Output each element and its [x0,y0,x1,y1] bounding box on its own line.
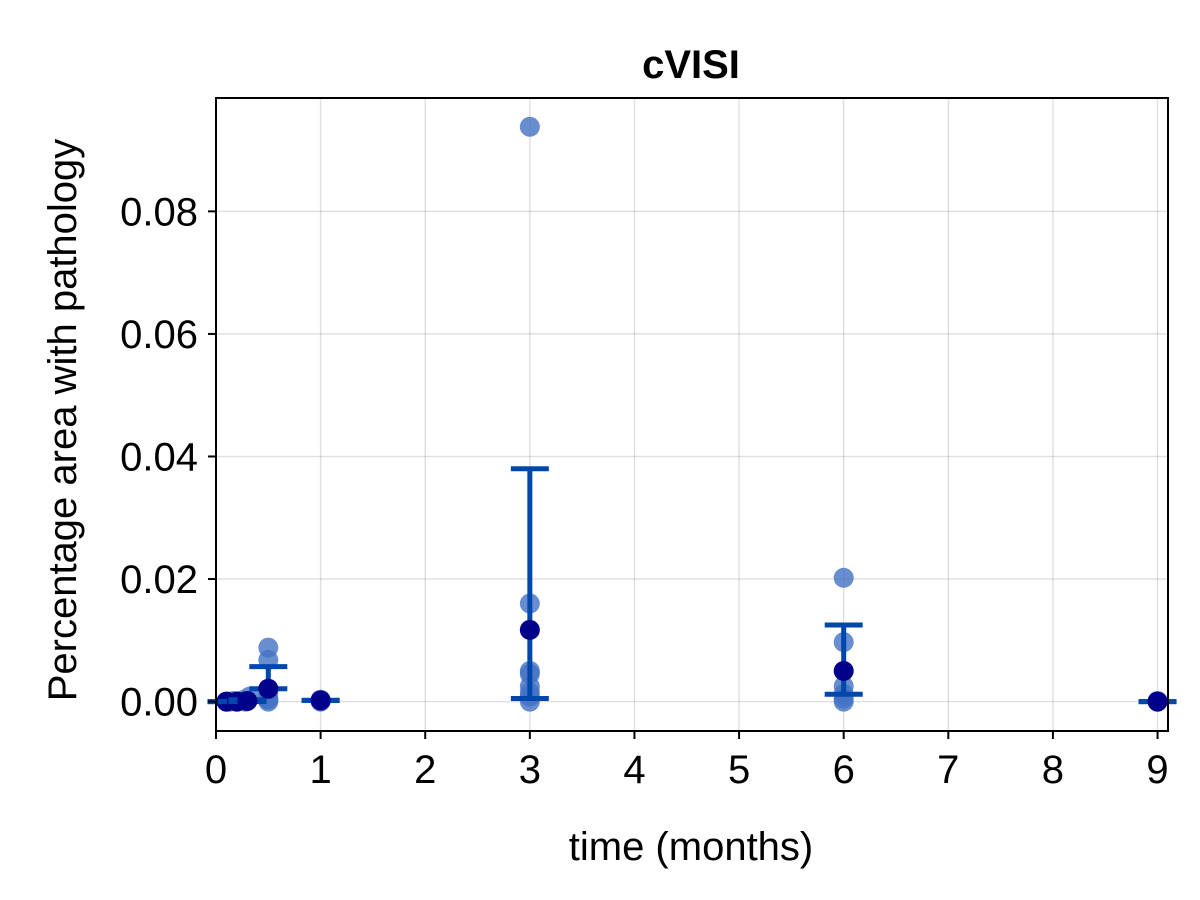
x-tick-label: 3 [519,748,541,792]
x-tick-label: 5 [728,748,750,792]
data-layer [207,116,1177,712]
mean-marker [519,619,540,640]
y-tick-label: 0.02 [120,558,198,602]
data-point [519,116,540,137]
mean-marker [237,690,258,711]
mean-marker [833,660,854,681]
x-tick-label: 2 [414,748,436,792]
chart-title: cVISI [642,43,740,87]
axis-ticks: 0 1 2 3 4 5 6 7 8 9 0.00 0.02 0.04 0.06 0.08 [120,190,1169,792]
y-tick-label: 0.00 [120,681,198,725]
y-tick-label: 0.04 [120,435,198,479]
mean-marker [310,690,331,711]
y-axis-label: Percentage area with pathology [41,139,85,702]
grid-lines [215,98,1168,731]
plot-frame [215,97,1169,732]
x-axis-label: time (months) [569,825,814,869]
x-tick-label: 0 [205,748,227,792]
mean-marker [1147,691,1168,712]
y-tick-label: 0.08 [120,190,198,234]
mean-marker [258,678,279,699]
data-point [833,567,854,588]
x-tick-label: 8 [1042,748,1064,792]
x-tick-label: 7 [937,748,959,792]
x-tick-label: 6 [833,748,855,792]
y-tick-label: 0.06 [120,313,198,357]
x-tick-label: 4 [623,748,645,792]
x-tick-label: 1 [309,748,331,792]
x-tick-label: 9 [1146,748,1168,792]
